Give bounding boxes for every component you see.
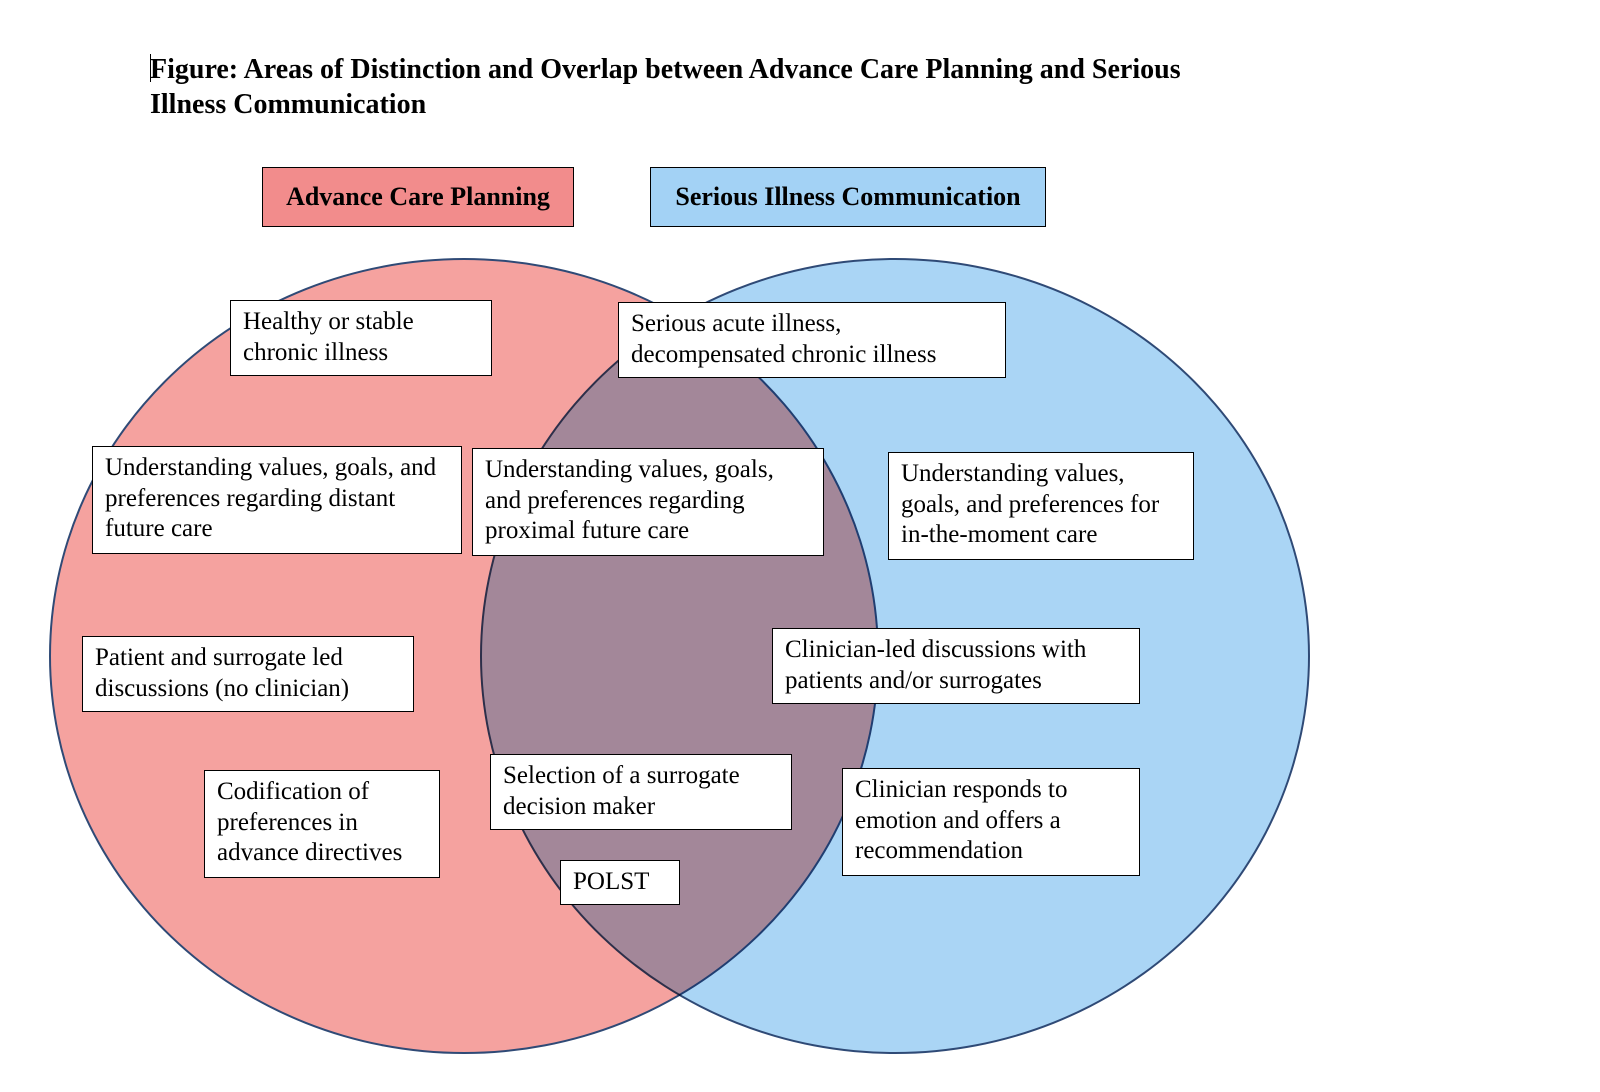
left-item-3: Patient and surrogate led discussions (n… bbox=[82, 636, 414, 712]
right-item-1: Serious acute illness, decompensated chr… bbox=[618, 302, 1006, 378]
right-item-4: Clinician responds to emotion and offers… bbox=[842, 768, 1140, 876]
overlap-item-3: POLST bbox=[560, 860, 680, 905]
figure-title-line2: Illness Communication bbox=[150, 89, 426, 120]
left-item-1: Healthy or stable chronic illness bbox=[230, 300, 492, 376]
header-right-label: Serious Illness Communication bbox=[675, 182, 1020, 212]
header-left: Advance Care Planning bbox=[262, 167, 574, 227]
right-item-2: Understanding values, goals, and prefere… bbox=[888, 452, 1194, 560]
figure-title-line1: Figure: Areas of Distinction and Overlap… bbox=[150, 54, 1181, 85]
header-right: Serious Illness Communication bbox=[650, 167, 1046, 227]
overlap-item-1: Understanding values, goals, and prefere… bbox=[472, 448, 824, 556]
left-item-4: Codification of preferences in advance d… bbox=[204, 770, 440, 878]
overlap-item-2: Selection of a surrogate decision maker bbox=[490, 754, 792, 830]
left-item-2: Understanding values, goals, and prefere… bbox=[92, 446, 462, 554]
right-item-3: Clinician-led discussions with patients … bbox=[772, 628, 1140, 704]
figure-title: Figure: Areas of Distinction and Overlap… bbox=[150, 52, 1300, 122]
figure-stage: Figure: Areas of Distinction and Overlap… bbox=[0, 0, 1600, 1092]
header-left-label: Advance Care Planning bbox=[286, 182, 550, 212]
